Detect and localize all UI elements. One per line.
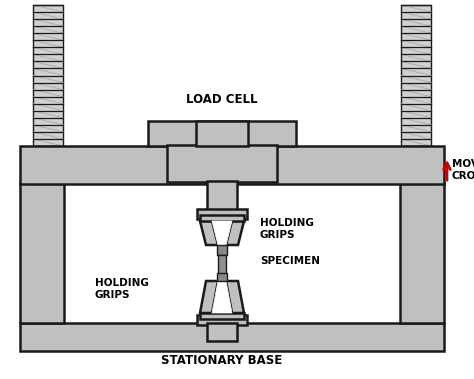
Bar [20,323,444,351]
Polygon shape [212,281,232,313]
Text: HOLDING
GRIPS: HOLDING GRIPS [260,218,314,240]
Bar [196,121,248,146]
Text: HOLDING
GRIPS: HOLDING GRIPS [95,278,149,300]
Bar [200,215,244,221]
Bar [400,183,444,323]
Bar [20,183,64,323]
Bar [33,183,63,184]
Bar [197,209,247,219]
Polygon shape [226,281,244,313]
Text: LOAD CELL: LOAD CELL [186,93,258,106]
Bar [148,121,296,146]
Bar [217,245,227,255]
Bar [218,255,226,281]
Polygon shape [200,281,218,313]
Bar [197,315,247,325]
Bar [208,307,236,323]
Bar [167,145,277,182]
Bar [33,5,63,146]
Text: STATIONARY BASE: STATIONARY BASE [161,354,283,367]
Text: MOVING
CROSSHEAD: MOVING CROSSHEAD [452,159,474,181]
Text: SPECIMEN: SPECIMEN [260,256,320,266]
Polygon shape [226,221,244,245]
Bar [200,313,244,319]
Bar [217,273,227,281]
Polygon shape [212,221,232,245]
Polygon shape [200,221,218,245]
Bar [207,181,237,211]
Bar [207,323,237,341]
Bar [401,5,431,146]
Bar [401,183,431,184]
Bar [20,146,444,184]
